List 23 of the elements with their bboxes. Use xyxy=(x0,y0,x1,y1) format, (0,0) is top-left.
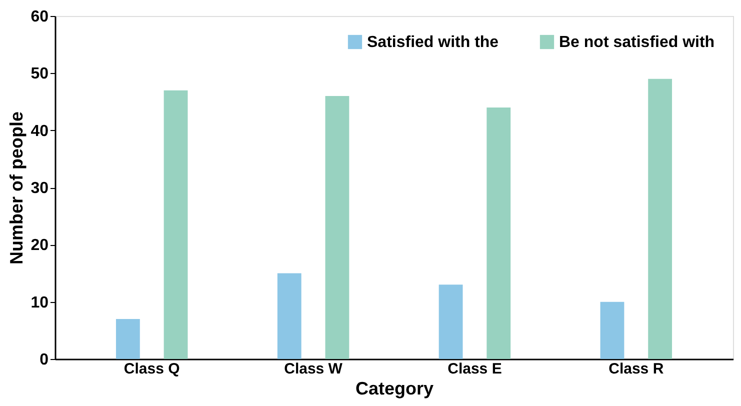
bar xyxy=(164,90,188,359)
y-tick-label: 60 xyxy=(30,8,49,26)
bar xyxy=(438,284,463,359)
bar xyxy=(486,107,511,359)
y-tick-label: 30 xyxy=(30,180,49,197)
y-tick-label: 10 xyxy=(30,294,49,312)
legend-label: Be not satisfied with xyxy=(559,34,715,51)
x-tick-label: Class R xyxy=(608,360,664,378)
x-tick-label: Class Q xyxy=(124,360,180,378)
y-tick-label: 40 xyxy=(30,122,49,140)
y-tick-label: 50 xyxy=(30,66,49,83)
bar xyxy=(277,273,302,359)
bar xyxy=(600,302,624,359)
x-tick-label: Class E xyxy=(448,360,502,378)
bar xyxy=(325,96,350,359)
bar xyxy=(116,318,140,359)
x-axis-title: Category xyxy=(355,378,434,398)
y-tick-label: 20 xyxy=(30,237,49,254)
x-tick-label: Class W xyxy=(284,360,344,378)
legend-label: Satisfied with the xyxy=(367,34,499,51)
y-axis-title: Number of people xyxy=(6,111,27,265)
y-tick-label: 0 xyxy=(40,352,49,368)
bar xyxy=(648,78,672,359)
